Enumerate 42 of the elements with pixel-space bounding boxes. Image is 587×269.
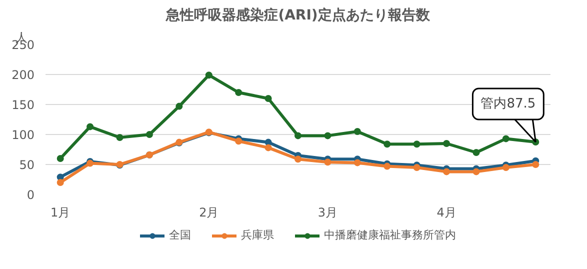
x-tick-label: 3月: [318, 206, 338, 220]
y-tick-label: 100: [12, 128, 34, 142]
chart-title: 急性呼吸器感染症(ARI)定点あたり報告数: [165, 6, 431, 24]
point: [235, 138, 242, 145]
point: [235, 89, 242, 96]
x-tick-label: 1月: [50, 206, 70, 220]
legend-label: 全国: [169, 228, 191, 242]
y-tick-label: 50: [19, 158, 35, 172]
point: [443, 168, 450, 176]
point: [413, 140, 420, 148]
point: [384, 140, 391, 148]
legend-label: 兵庫県: [241, 228, 274, 242]
point: [502, 135, 510, 142]
point: [384, 162, 391, 170]
point: [294, 132, 302, 140]
point: [443, 140, 450, 147]
point: [56, 155, 64, 162]
point: [324, 158, 332, 166]
y-tick-label: 200: [12, 68, 34, 82]
point: [264, 144, 272, 152]
point: [324, 132, 332, 140]
point: [116, 134, 124, 141]
point: [472, 168, 480, 176]
y-tick-label: 0: [26, 188, 35, 202]
point: [176, 102, 183, 110]
point: [354, 159, 361, 166]
point: [86, 123, 94, 130]
point: [532, 161, 540, 168]
point: [205, 72, 212, 79]
point: [264, 95, 272, 102]
point: [294, 156, 302, 163]
point: [56, 179, 64, 186]
point: [413, 164, 420, 171]
y-tick-label: 150: [12, 98, 34, 112]
point: [354, 128, 361, 135]
legend-label: 中播磨健康福祉事務所管内: [324, 228, 456, 242]
point: [146, 131, 153, 138]
x-tick-label: 2月: [199, 206, 219, 220]
point: [502, 164, 510, 171]
x-tick-label: 4月: [436, 206, 456, 220]
annotation: 管内87.5: [480, 96, 536, 112]
point: [472, 149, 480, 156]
